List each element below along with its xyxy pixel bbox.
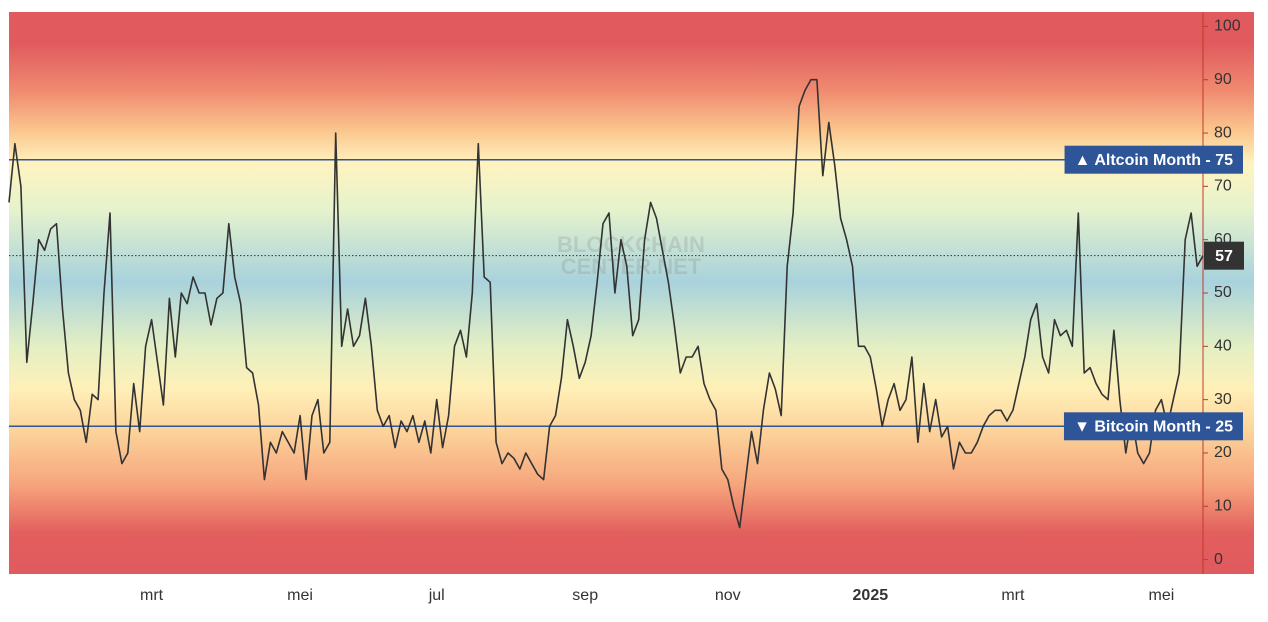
x-tick-label: mei — [1149, 587, 1175, 604]
reference-label: ▲ Altcoin Month - 75 — [1075, 152, 1233, 169]
y-tick-label: 80 — [1214, 124, 1232, 141]
x-tick-label: jul — [428, 587, 445, 604]
watermark-line: CENTER.NET — [561, 254, 702, 279]
y-tick-label: 90 — [1214, 71, 1232, 88]
y-tick-label: 0 — [1214, 551, 1223, 568]
reference-label-box — [1063, 412, 1243, 441]
y-tick-label: 70 — [1214, 178, 1232, 195]
current-value-badge — [1204, 241, 1244, 270]
y-tick-label: 50 — [1214, 284, 1232, 301]
series-line — [8, 78, 1204, 529]
plot-background — [9, 12, 1254, 574]
x-tick-label: mei — [287, 587, 313, 604]
y-tick-label: 20 — [1214, 444, 1232, 461]
watermark-line: BLOCKCHAIN — [557, 232, 705, 257]
x-tick-label: mrt — [1001, 587, 1025, 604]
y-tick-label: 30 — [1214, 391, 1232, 408]
y-tick-label: 100 — [1214, 18, 1241, 35]
x-tick-label: 2025 — [853, 587, 889, 604]
x-tick-label: sep — [572, 587, 598, 604]
x-tick-label: mrt — [140, 587, 164, 604]
reference-label: ▼ Bitcoin Month - 25 — [1074, 419, 1233, 436]
x-tick-label: nov — [715, 587, 741, 604]
current-value-label: 57 — [1215, 248, 1233, 265]
reference-label-box — [1064, 145, 1243, 174]
y-tick-label: 40 — [1214, 338, 1232, 355]
watermark: BLOCKCHAIN CENTER.NET — [557, 232, 705, 279]
y-tick-label: 10 — [1214, 498, 1232, 515]
